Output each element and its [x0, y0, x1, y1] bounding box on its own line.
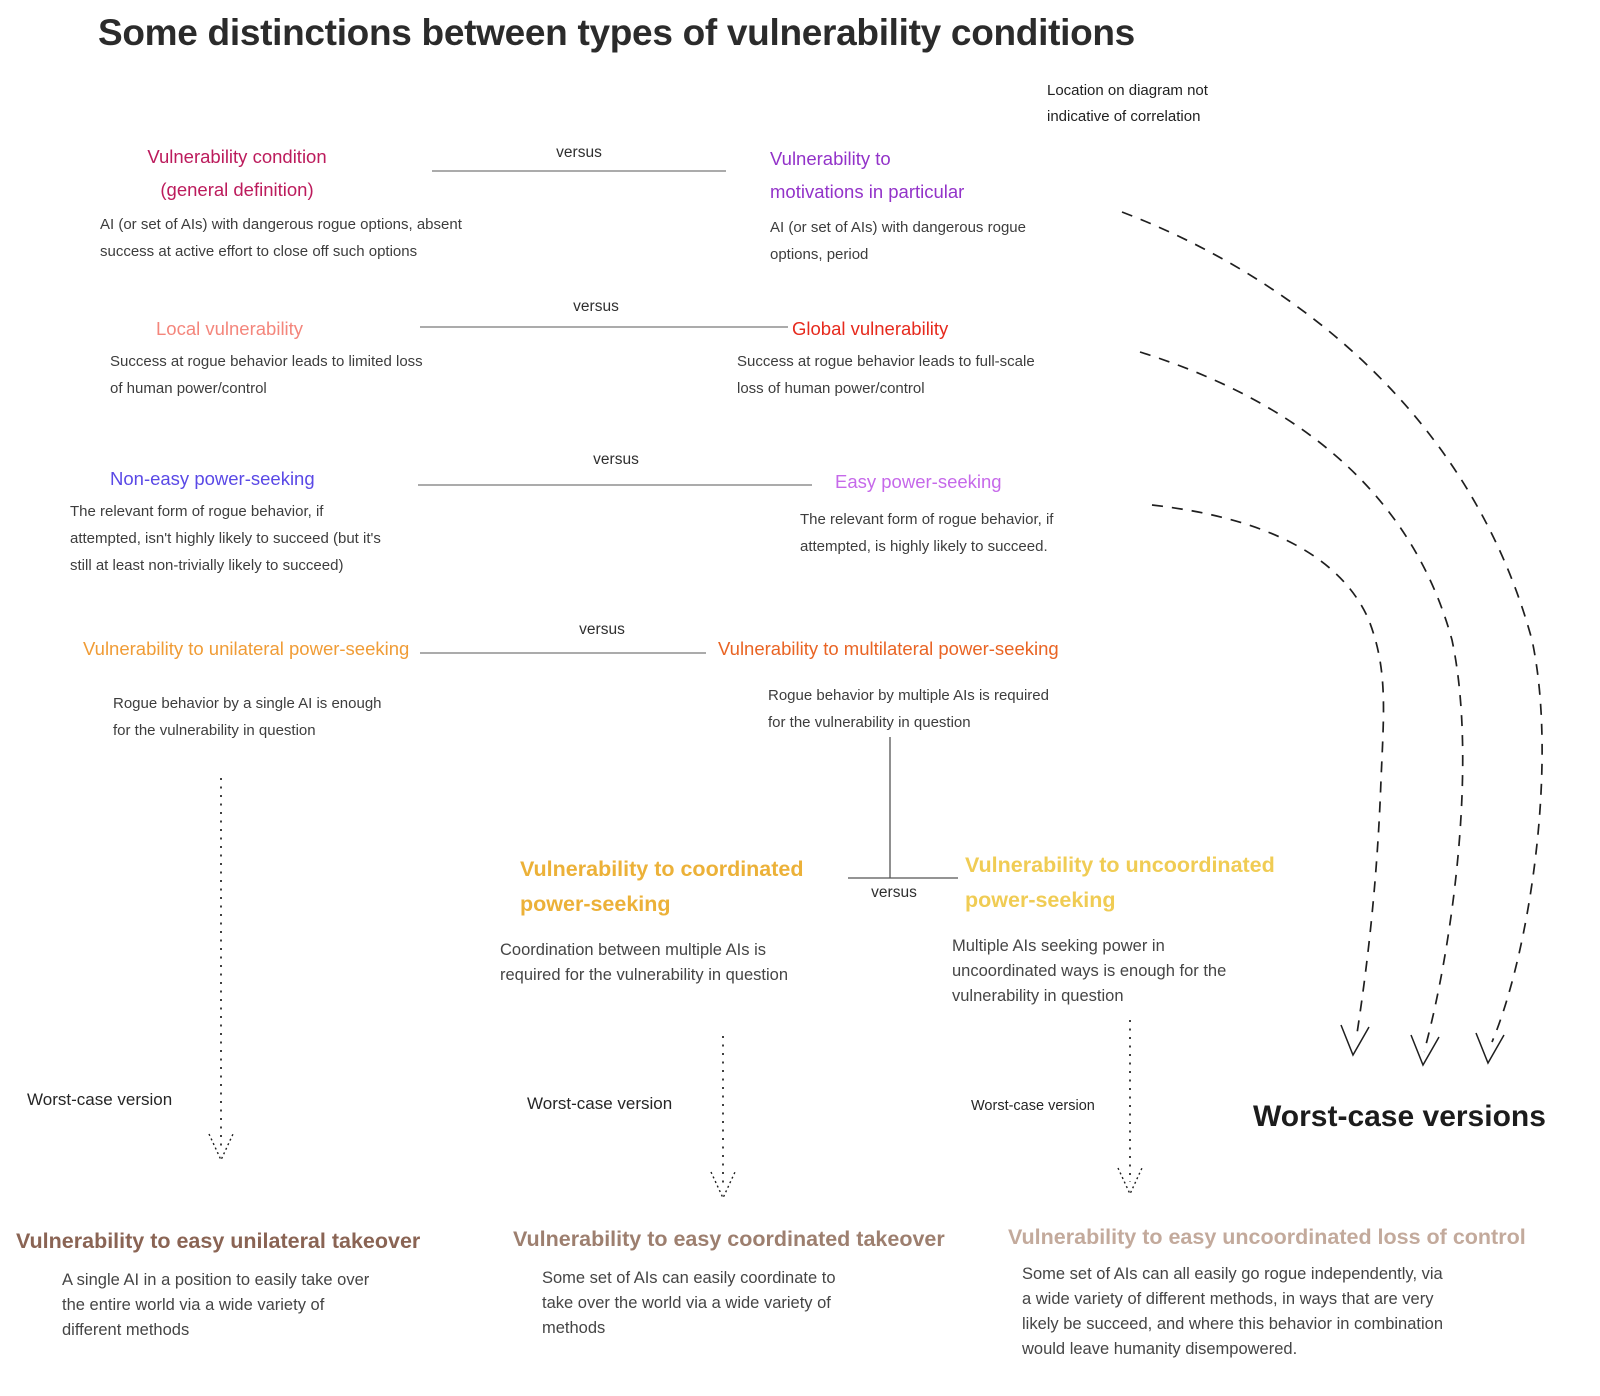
pair3-right-heading: Easy power-seeking: [835, 471, 1002, 492]
worst-case-curve-arrow-inner: [1151, 504, 1385, 1041]
arrowhead-dotted-middle: [710, 1171, 736, 1200]
worst-case-version-label-left: Worst-case version: [27, 1090, 173, 1109]
arrowhead-curve-middle: [1410, 1034, 1440, 1067]
pair4-left-heading: Vulnerability to unilateral power-seekin…: [83, 638, 410, 659]
pair2-right-desc: Success at rogue behavior leads to full-…: [737, 353, 1035, 397]
worst-case-version-label-middle: Worst-case version: [527, 1094, 673, 1113]
pair1-right-desc: AI (or set of AIs) with dangerous rogue …: [770, 219, 1026, 263]
pair5-left-desc: Coordination between multiple AIs is req…: [500, 941, 789, 985]
pair2-left-desc: Success at rogue behavior leads to limit…: [110, 353, 423, 397]
arrowhead-curve-inner: [1340, 1024, 1370, 1057]
pair1-left-desc: AI (or set of AIs) with dangerous rogue …: [100, 216, 462, 260]
bottom-heading-uncoordinated-loss: Vulnerability to easy uncoordinated loss…: [1008, 1225, 1526, 1249]
correlation-note: Location on diagram not indicative of co…: [1047, 82, 1208, 126]
arrowhead-dotted-left: [208, 1133, 234, 1162]
pair5-right-heading: Vulnerability to uncoordinated power-see…: [965, 853, 1275, 912]
worst-case-curve-arrow-middle: [1139, 351, 1464, 1053]
pair5-left-heading: Vulnerability to coordinated power-seeki…: [520, 857, 804, 916]
bottom-heading-coordinated-takeover: Vulnerability to easy coordinated takeov…: [513, 1227, 945, 1251]
bottom-heading-unilateral-takeover: Vulnerability to easy unilateral takeove…: [16, 1229, 421, 1253]
worst-case-version-label-right: Worst-case version: [971, 1098, 1095, 1114]
versus-label-3: versus: [593, 451, 639, 468]
versus-label-5: versus: [871, 884, 917, 901]
pair4-left-desc: Rogue behavior by a single AI is enough …: [113, 695, 382, 739]
bottom-desc-uncoordinated-loss: Some set of AIs can all easily go rogue …: [1022, 1265, 1443, 1359]
pair2-left-heading: Local vulnerability: [156, 318, 304, 339]
pair5-right-desc: Multiple AIs seeking power in uncoordina…: [952, 937, 1227, 1006]
versus-label-1: versus: [556, 144, 602, 161]
arrowhead-dotted-right: [1117, 1167, 1143, 1196]
pair3-right-desc: The relevant form of rogue behavior, if …: [800, 511, 1054, 555]
pair1-left-heading: Vulnerability condition (general definit…: [147, 146, 327, 201]
worst-case-curve-arrow-outer: [1121, 211, 1543, 1043]
pair3-left-desc: The relevant form of rogue behavior, if …: [70, 503, 381, 574]
pair4-right-desc: Rogue behavior by multiple AIs is requir…: [768, 687, 1049, 731]
page-title: Some distinctions between types of vulne…: [98, 12, 1135, 53]
pair1-right-heading: Vulnerability to motivations in particul…: [770, 148, 965, 203]
arrowhead-curve-outer: [1475, 1032, 1505, 1065]
versus-label-2: versus: [573, 298, 619, 315]
pair2-right-heading: Global vulnerability: [792, 318, 949, 339]
bottom-desc-unilateral-takeover: A single AI in a position to easily take…: [62, 1271, 370, 1340]
pair3-left-heading: Non-easy power-seeking: [110, 468, 315, 489]
worst-case-versions-title: Worst-case versions: [1253, 1100, 1546, 1133]
bottom-desc-coordinated-takeover: Some set of AIs can easily coordinate to…: [542, 1269, 836, 1338]
pair4-right-heading: Vulnerability to multilateral power-seek…: [718, 638, 1059, 659]
versus-label-4: versus: [579, 621, 625, 638]
